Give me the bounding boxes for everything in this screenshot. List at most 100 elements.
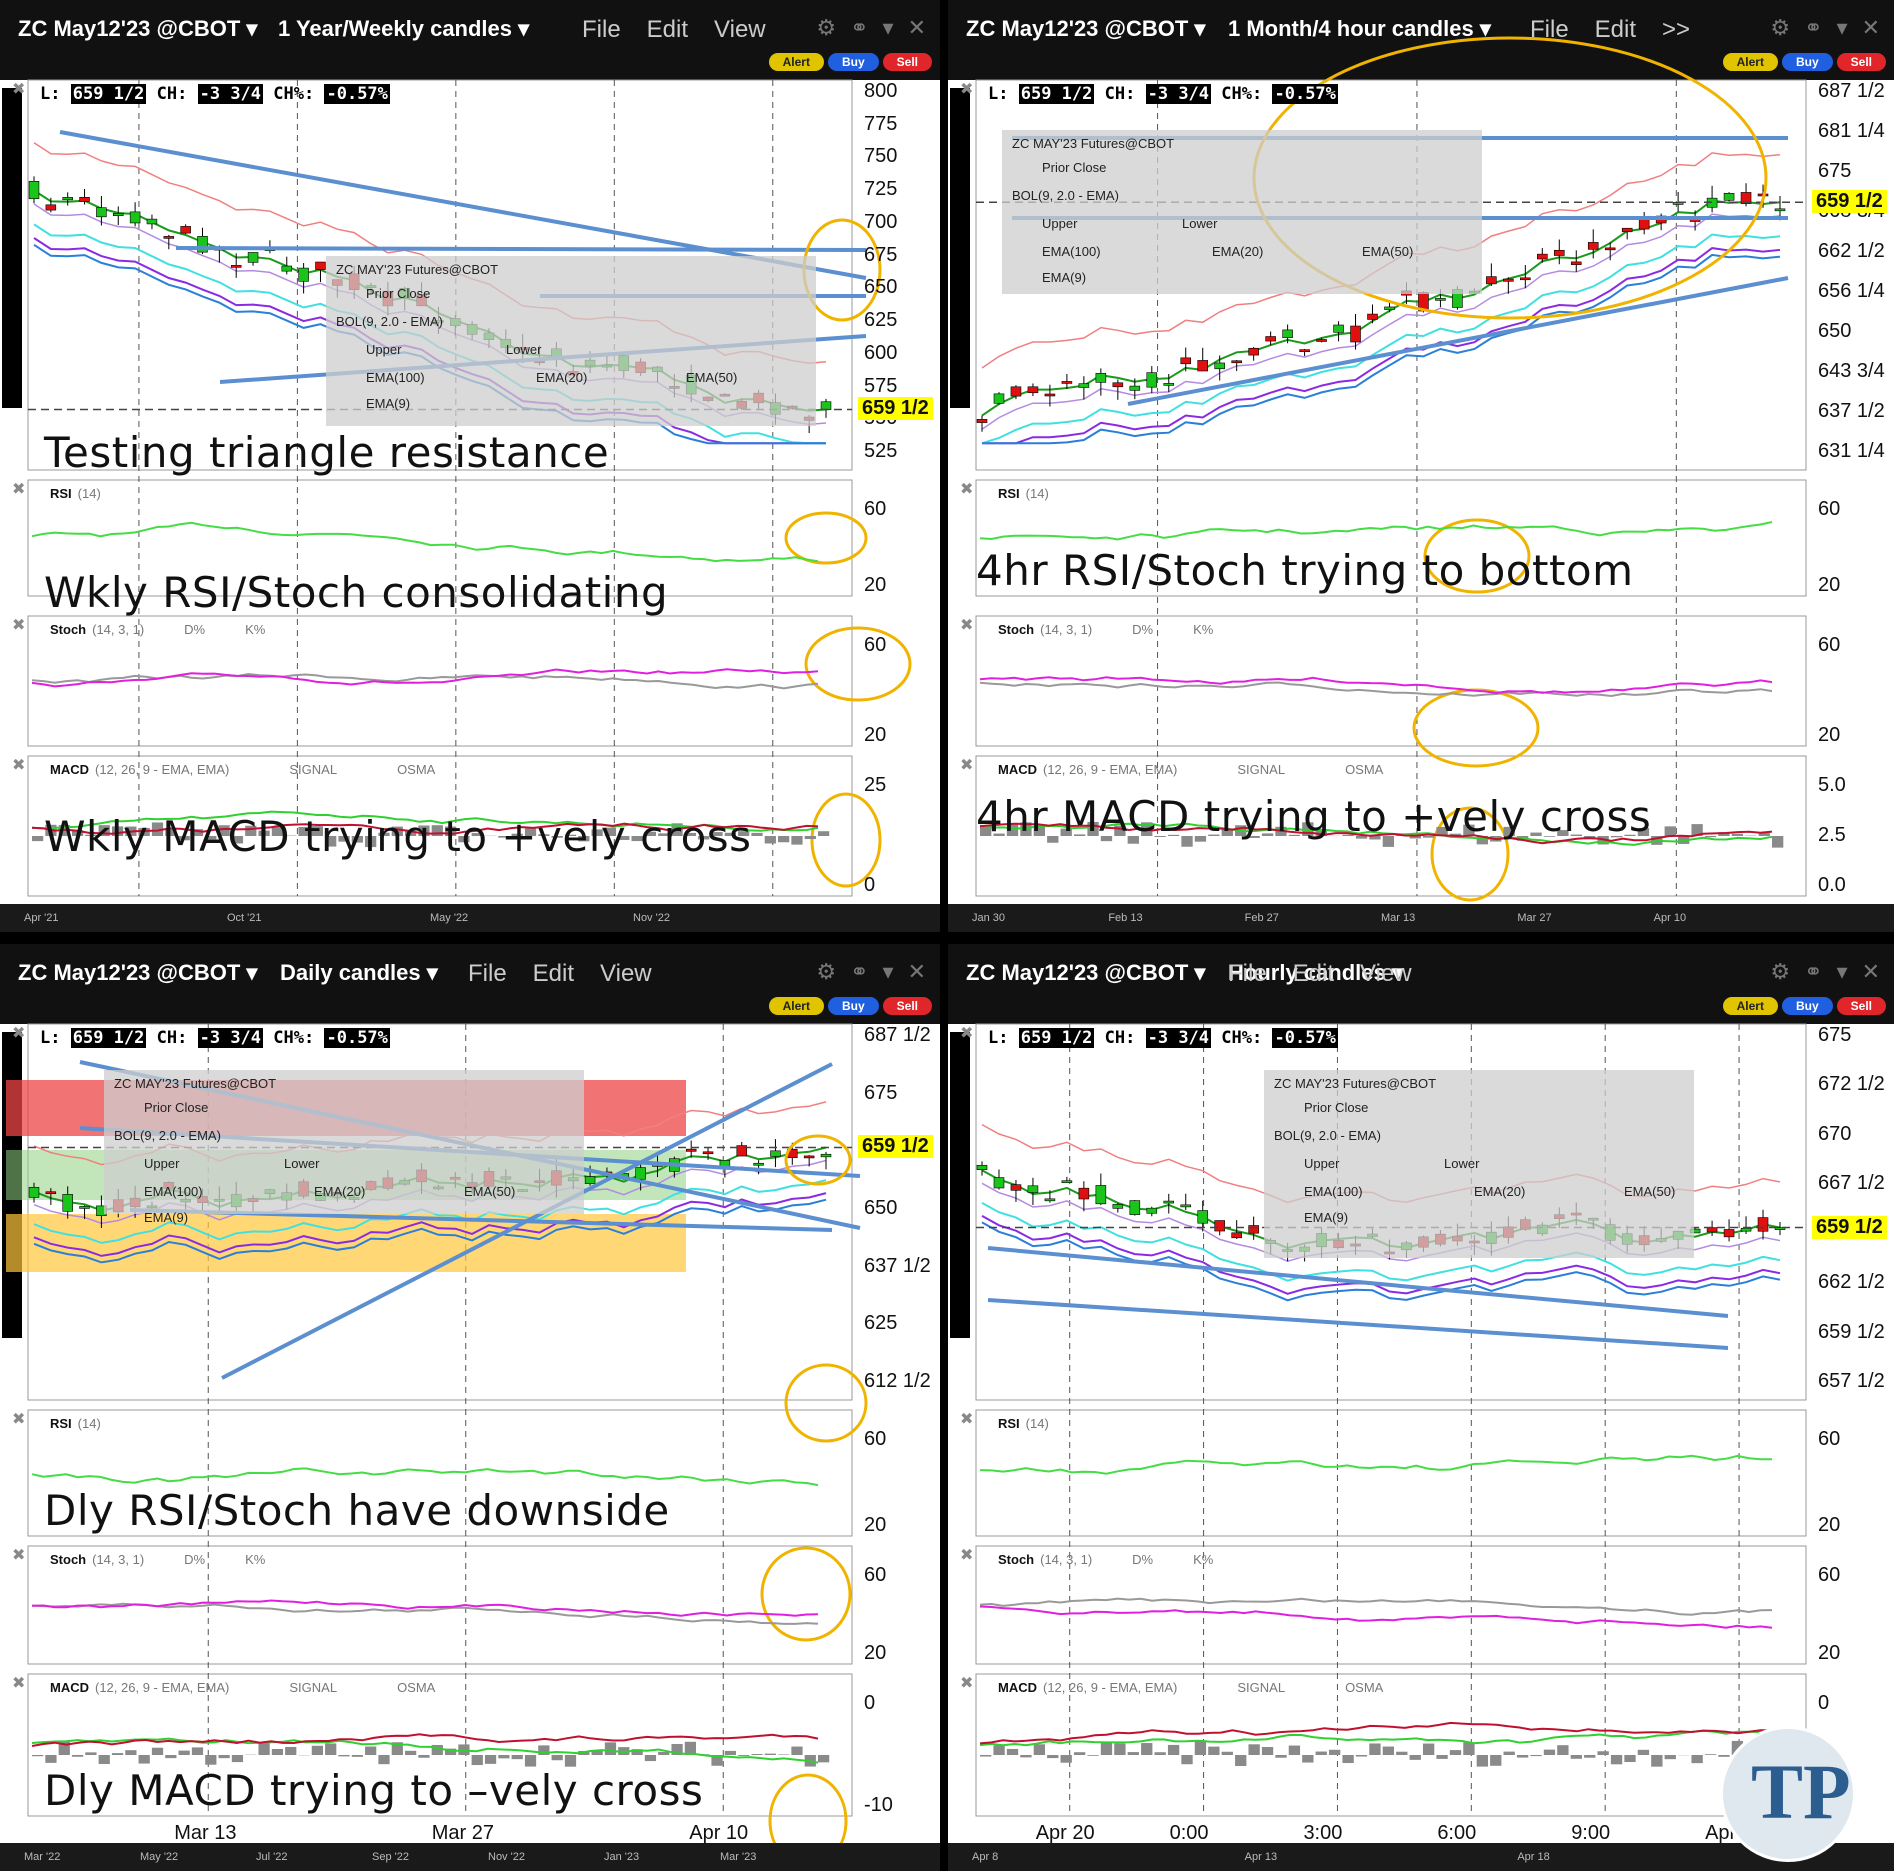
stoch-pane-label[interactable]: Stoch (14, 3, 1) D% K%: [998, 622, 1213, 637]
menu-file[interactable]: File: [1228, 960, 1267, 987]
dropdown-icon[interactable]: ▾: [1836, 960, 1848, 985]
gear-icon[interactable]: ⚙: [1770, 16, 1791, 41]
close-pane-icon[interactable]: ✖: [960, 1409, 973, 1428]
order-buttons: Alert Buy Sell: [1719, 53, 1886, 71]
close-icon[interactable]: ✕: [1861, 16, 1880, 41]
window-controls: ⚙ ⚭ ▾ ✕: [802, 960, 926, 985]
macd-histogram-bar: [1436, 1755, 1448, 1759]
menu-file[interactable]: File: [582, 16, 621, 43]
indicator-legend[interactable]: ZC MAY'23 Futures@CBOT Prior Close BOL(9, …: [326, 256, 816, 426]
chart-window-weekly[interactable]: ZC May12'23 @CBOT ▾ 1 Year/Weekly candles…: [0, 0, 940, 932]
close-icon[interactable]: ✕: [907, 960, 926, 985]
sell-button[interactable]: Sell: [882, 53, 932, 71]
panel-scroll-handle[interactable]: [2, 88, 22, 408]
close-pane-icon[interactable]: ✖: [960, 755, 973, 774]
dropdown-icon[interactable]: ▾: [1836, 16, 1848, 41]
indicator-legend[interactable]: ZC MAY'23 Futures@CBOT Prior Close BOL(9, …: [104, 1070, 584, 1225]
navigator-bar[interactable]: Jan 30 Feb 13 Feb 27 Mar 13 Mar 27 Apr 10: [948, 904, 1894, 932]
buy-button[interactable]: Buy: [827, 53, 879, 71]
menu-edit[interactable]: Edit: [1292, 960, 1335, 987]
close-pane-icon[interactable]: ✖: [960, 1023, 973, 1042]
menu-view[interactable]: View: [714, 16, 766, 43]
close-pane-icon[interactable]: ✖: [12, 1545, 25, 1564]
candle: [1570, 261, 1582, 265]
macd-pane-label[interactable]: MACD (12, 26, 9 - EMA, EMA) SIGNAL OSMA: [50, 762, 435, 777]
navigator-bar[interactable]: Mar '22 May '22 Jul '22 Sep '22 Nov '22 Jan '…: [0, 1843, 940, 1871]
legend-prior-close: Prior Close: [1042, 160, 1107, 175]
link-icon[interactable]: ⚭: [850, 960, 869, 985]
close-pane-icon[interactable]: ✖: [12, 615, 25, 634]
buy-button[interactable]: Buy: [1781, 997, 1833, 1015]
stoch-pane-label[interactable]: Stoch (14, 3, 1) D% K%: [50, 1552, 265, 1567]
link-icon[interactable]: ⚭: [1804, 16, 1823, 41]
gear-icon[interactable]: ⚙: [816, 960, 837, 985]
rsi-pane-label[interactable]: RSI (14): [998, 1416, 1049, 1431]
macd-pane-label[interactable]: MACD (12, 26, 9 - EMA, EMA) SIGNAL OSMA: [50, 1680, 435, 1695]
symbol-selector[interactable]: ZC May12'23 @CBOT ▾: [966, 16, 1205, 42]
macd-pane-label[interactable]: MACD (12, 26, 9 - EMA, EMA) SIGNAL OSMA: [998, 1680, 1383, 1695]
close-icon[interactable]: ✕: [907, 16, 926, 41]
close-pane-icon[interactable]: ✖: [12, 479, 25, 498]
close-pane-icon[interactable]: ✖: [960, 615, 973, 634]
sell-button[interactable]: Sell: [882, 997, 932, 1015]
macd-histogram-bar: [1342, 1755, 1354, 1764]
chart-window-daily[interactable]: ZC May12'23 @CBOT ▾ Daily candles ▾ File Ed…: [0, 944, 940, 1871]
close-pane-icon[interactable]: ✖: [12, 1023, 25, 1042]
gear-icon[interactable]: ⚙: [816, 16, 837, 41]
symbol-selector[interactable]: ZC May12'23 @CBOT ▾: [966, 960, 1205, 986]
alert-button[interactable]: Alert: [1722, 997, 1778, 1015]
close-icon[interactable]: ✕: [1861, 960, 1880, 985]
rsi-pane-label[interactable]: RSI (14): [998, 486, 1049, 501]
close-pane-icon[interactable]: ✖: [12, 79, 25, 98]
period-selector[interactable]: 1 Year/Weekly candles ▾: [278, 16, 529, 42]
symbol-selector[interactable]: ZC May12'23 @CBOT ▾: [18, 960, 257, 986]
period-selector[interactable]: Hourly candles ▾: [1228, 960, 1403, 986]
dropdown-icon[interactable]: ▾: [882, 960, 894, 985]
navigator-bar[interactable]: Apr '21 Oct '21 May '22 Nov '22: [0, 904, 940, 932]
close-pane-icon[interactable]: ✖: [960, 79, 973, 98]
rsi-pane-label[interactable]: RSI (14): [50, 486, 101, 501]
navigator-bar[interactable]: Apr 8 Apr 13 Apr 18: [948, 1843, 1894, 1871]
macd-signal-line: [31, 1733, 819, 1747]
rsi-pane-label[interactable]: RSI (14): [50, 1416, 101, 1431]
close-pane-icon[interactable]: ✖: [960, 1545, 973, 1564]
close-pane-icon[interactable]: ✖: [12, 1673, 25, 1692]
close-pane-icon[interactable]: ✖: [12, 755, 25, 774]
menu-edit[interactable]: Edit: [532, 960, 575, 987]
chart-window-hourly[interactable]: ZC May12'23 @CBOT ▾ Hourly candles ▾ File E…: [948, 944, 1894, 1871]
close-pane-icon[interactable]: ✖: [12, 1409, 25, 1428]
stoch-pane-label[interactable]: Stoch (14, 3, 1) D% K%: [50, 622, 265, 637]
dropdown-icon[interactable]: ▾: [882, 16, 894, 41]
chart-window-fourhour[interactable]: ZC May12'23 @CBOT ▾ 1 Month/4 hour candle…: [948, 0, 1894, 932]
indicator-legend[interactable]: ZC MAY'23 Futures@CBOT Prior Close BOL(9, …: [1002, 130, 1482, 294]
macd-pane-label[interactable]: MACD (12, 26, 9 - EMA, EMA) SIGNAL OSMA: [998, 762, 1383, 777]
menu-file[interactable]: File: [468, 960, 507, 987]
link-icon[interactable]: ⚭: [850, 16, 869, 41]
indicator-legend[interactable]: ZC MAY'23 Futures@CBOT Prior Close BOL(9, …: [1264, 1070, 1694, 1258]
buy-button[interactable]: Buy: [1781, 53, 1833, 71]
symbol-selector[interactable]: ZC May12'23 @CBOT ▾: [18, 16, 257, 42]
panel-scroll-handle[interactable]: [950, 88, 970, 408]
period-selector[interactable]: 1 Month/4 hour candles ▾: [1228, 16, 1491, 42]
sell-button[interactable]: Sell: [1836, 53, 1886, 71]
panel-scroll-handle[interactable]: [950, 1032, 970, 1338]
alert-button[interactable]: Alert: [768, 53, 824, 71]
quote-last-label: L:: [40, 84, 61, 104]
buy-button[interactable]: Buy: [827, 997, 879, 1015]
close-pane-icon[interactable]: ✖: [960, 479, 973, 498]
menu-view[interactable]: View: [1360, 960, 1412, 987]
close-pane-icon[interactable]: ✖: [960, 1673, 973, 1692]
link-icon[interactable]: ⚭: [1804, 960, 1823, 985]
alert-button[interactable]: Alert: [768, 997, 824, 1015]
stoch-pane-label[interactable]: Stoch (14, 3, 1) D% K%: [998, 1552, 1213, 1567]
sell-button[interactable]: Sell: [1836, 997, 1886, 1015]
menu-edit[interactable]: Edit: [1594, 16, 1637, 43]
alert-button[interactable]: Alert: [1722, 53, 1778, 71]
menu-view[interactable]: View: [600, 960, 652, 987]
gear-icon[interactable]: ⚙: [1770, 960, 1791, 985]
menu-more[interactable]: >>: [1662, 16, 1691, 43]
candle: [79, 197, 90, 202]
macd-histogram-bar: [1181, 836, 1193, 847]
menu-edit[interactable]: Edit: [646, 16, 689, 43]
period-selector[interactable]: Daily candles ▾: [280, 960, 438, 986]
